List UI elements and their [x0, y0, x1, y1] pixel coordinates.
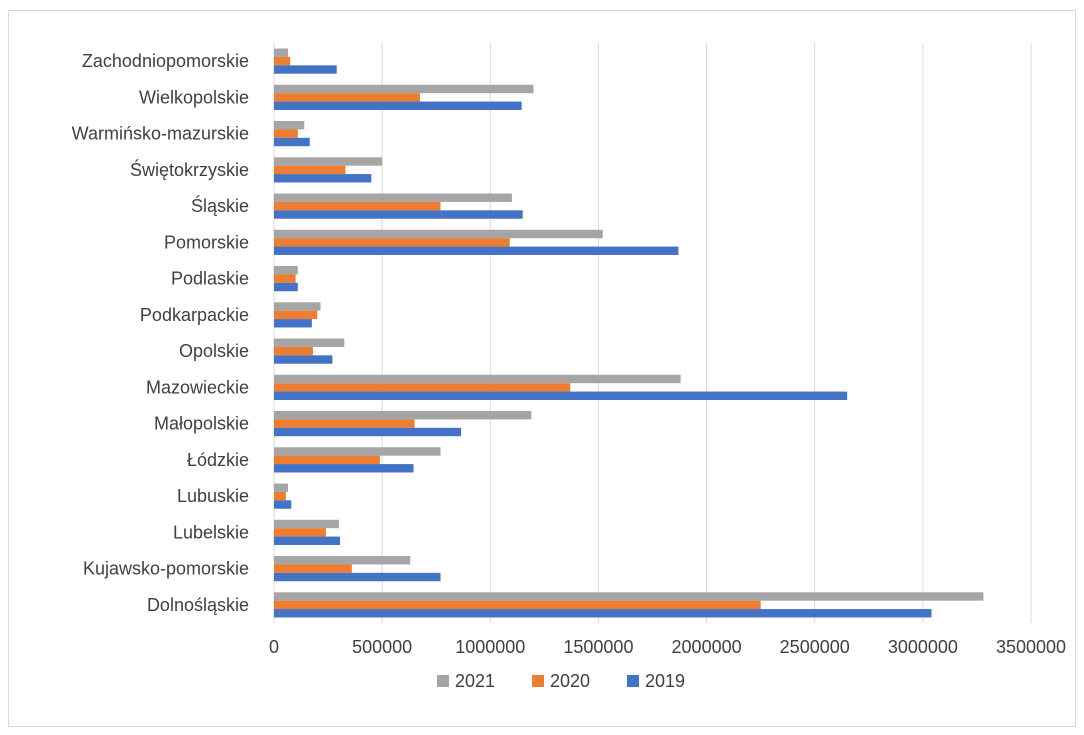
category-label: Lubuskie: [177, 486, 249, 506]
category-label: Zachodniopomorskie: [82, 51, 249, 71]
category-label: Śląskie: [191, 195, 249, 216]
bar-2021: [274, 229, 603, 239]
bar-2019: [274, 500, 292, 509]
bar-2020: [274, 564, 352, 573]
bar-2021: [274, 519, 339, 529]
bar-2020: [274, 528, 326, 537]
legend: 2021 2020 2019: [437, 671, 685, 691]
bar-2020: [274, 201, 441, 211]
bar-2019: [274, 355, 333, 364]
bar-2021: [274, 302, 321, 311]
category-labels: Dolnośląskie Kujawsko-pomorskie Lubelskie L…: [72, 51, 249, 615]
bar-2021: [274, 193, 512, 202]
category-label: Małopolskie: [154, 414, 249, 434]
bar-2020: [274, 129, 298, 138]
gridlines: [273, 43, 1032, 623]
bar-2021: [274, 48, 289, 57]
bar-2019: [274, 65, 337, 74]
x-tick-label: 2000000: [672, 637, 742, 657]
bar-2019: [274, 246, 679, 255]
category-label: Łódzkie: [187, 450, 249, 470]
x-tick-label: 3500000: [996, 637, 1066, 657]
legend-swatch: [437, 675, 449, 687]
bar-2020: [274, 600, 761, 610]
bar-2019: [274, 464, 414, 473]
bars: [274, 48, 984, 618]
bar-2019: [274, 174, 372, 183]
category-label: Kujawsko-pomorskie: [83, 559, 249, 579]
bar-2020: [274, 165, 346, 175]
x-tick-label: 2500000: [780, 637, 850, 657]
bar-2020: [274, 419, 415, 428]
x-tick-label: 1000000: [455, 637, 525, 657]
bar-2021: [274, 121, 305, 130]
category-label: Pomorskie: [164, 232, 249, 252]
category-label: Mazowieckie: [146, 377, 249, 397]
bar-2019: [274, 572, 441, 582]
bar-2019: [274, 282, 298, 292]
category-label: Lubelskie: [173, 522, 249, 542]
bar-2019: [274, 137, 310, 147]
bar-2020: [274, 491, 286, 501]
bar-2019: [274, 319, 312, 328]
bar-2020: [274, 310, 318, 320]
x-tick-label: 500000: [352, 637, 412, 657]
bar-2020: [274, 238, 510, 247]
bar-2021: [274, 338, 345, 347]
legend-swatch: [532, 675, 544, 687]
bar-2020: [274, 346, 313, 356]
bar-2021: [274, 447, 441, 456]
legend-label: 2020: [550, 671, 590, 691]
x-tick-label: 0: [269, 637, 279, 657]
bar-2020: [274, 56, 291, 66]
bar-2021: [274, 266, 298, 275]
bar-2020: [274, 93, 420, 102]
bar-2020: [274, 383, 571, 392]
bar-2021: [274, 374, 681, 384]
category-label: Podlaskie: [171, 269, 249, 289]
legend-swatch: [627, 675, 639, 687]
bar-2020: [274, 455, 380, 465]
bar-2020: [274, 274, 296, 283]
bar-2019: [274, 427, 462, 437]
bar-2019: [274, 391, 848, 400]
bar-2021: [274, 483, 289, 492]
legend-label: 2021: [455, 671, 495, 691]
category-label: Opolskie: [179, 341, 249, 361]
bar-chart: Dolnośląskie Kujawsko-pomorskie Lubelskie L…: [72, 43, 1066, 691]
category-label: Dolnośląskie: [147, 595, 249, 615]
category-label: Warmińsko-mazurskie: [72, 124, 249, 144]
category-label: Wielkopolskie: [139, 87, 249, 107]
bar-2021: [274, 556, 411, 565]
legend-label: 2019: [645, 671, 685, 691]
bar-2021: [274, 84, 534, 94]
bar-2021: [274, 157, 383, 166]
bar-2019: [274, 210, 523, 219]
category-label: Podkarpackie: [140, 305, 249, 325]
bar-2019: [274, 101, 522, 110]
x-tick-label: 3000000: [888, 637, 958, 657]
category-label: Świętokrzyskie: [130, 159, 249, 180]
bar-2021: [274, 411, 532, 420]
x-tick-labels: 0 500000 1000000 1500000 2000000 2500000 30000…: [269, 637, 1066, 657]
x-tick-label: 1500000: [563, 637, 633, 657]
chart-area: Dolnośląskie Kujawsko-pomorskie Lubelskie L…: [8, 10, 1076, 727]
bar-2019: [274, 536, 340, 545]
bar-2021: [274, 592, 984, 601]
bar-2019: [274, 609, 932, 618]
